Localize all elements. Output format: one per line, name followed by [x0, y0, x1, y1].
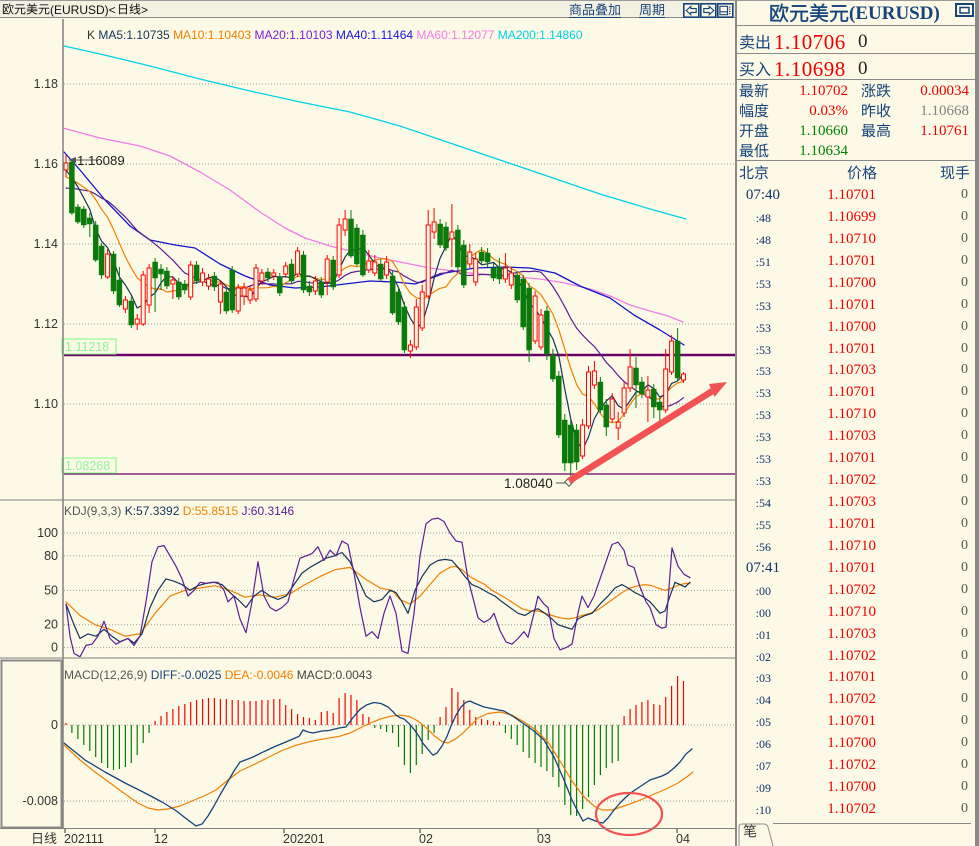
svg-text:04: 04	[676, 832, 690, 846]
svg-text:100: 100	[37, 526, 58, 540]
svg-text:202201: 202201	[283, 832, 325, 846]
svg-text:0: 0	[51, 641, 58, 655]
svg-text:MACD(12,26,9) DIFF:-0.0025 DEA: MACD(12,26,9) DIFF:-0.0025 DEA:-0.0046 M…	[64, 668, 372, 682]
svg-text:1.16: 1.16	[34, 157, 58, 171]
svg-text:03: 03	[537, 832, 551, 846]
svg-text:1.08268: 1.08268	[65, 459, 110, 473]
svg-text:20: 20	[44, 618, 58, 632]
svg-text:1.10: 1.10	[34, 397, 58, 411]
svg-text:-0.008: -0.008	[23, 794, 58, 808]
svg-text:1.11218: 1.11218	[65, 340, 109, 354]
svg-text:K MA5:1.10735 MA10:1.10403 MA2: K MA5:1.10735 MA10:1.10403 MA20:1.10103 …	[87, 28, 583, 42]
svg-text:KDJ(9,3,3) K:57.3392 D:55.8515: KDJ(9,3,3) K:57.3392 D:55.8515 J:60.3146	[64, 504, 295, 518]
svg-text:1.16089: 1.16089	[77, 153, 125, 168]
svg-text:50: 50	[44, 583, 58, 597]
svg-text:02: 02	[419, 832, 433, 846]
svg-text:12: 12	[154, 832, 168, 846]
svg-text:0: 0	[51, 718, 58, 732]
svg-text:80: 80	[44, 549, 58, 563]
svg-text:1.14: 1.14	[34, 237, 58, 251]
svg-text:202111: 202111	[64, 832, 104, 846]
svg-text:1.18: 1.18	[34, 77, 58, 91]
svg-text:1.12: 1.12	[34, 317, 58, 331]
svg-text:1.08040: 1.08040	[504, 476, 553, 491]
